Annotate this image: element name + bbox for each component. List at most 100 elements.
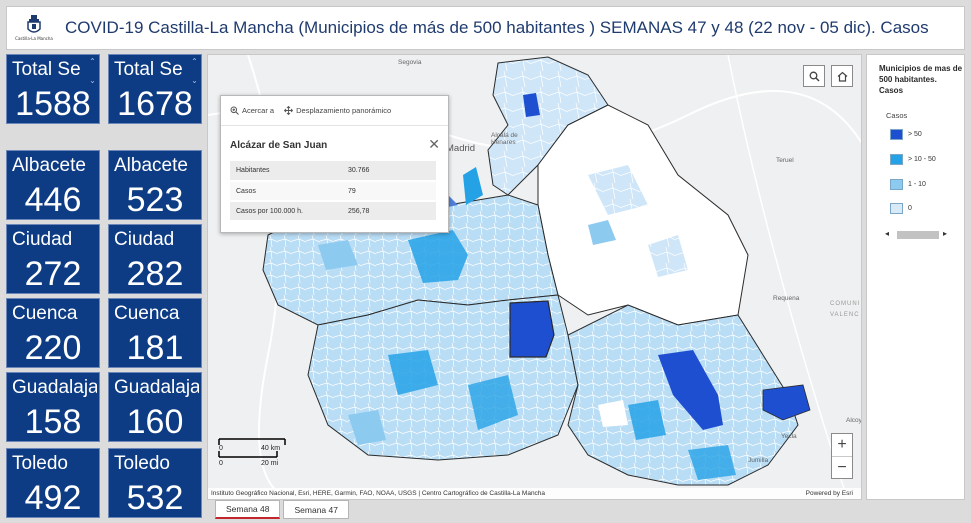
- powered-by-esri-link[interactable]: Powered by Esri: [805, 490, 853, 497]
- search-button[interactable]: [803, 65, 825, 87]
- legend-swatch: [890, 154, 903, 165]
- indicator-value: 181: [126, 329, 184, 367]
- tab-semana-47[interactable]: Semana 47: [283, 500, 349, 519]
- place-label-madrid: Madrid: [446, 143, 476, 154]
- dashboard-title: COVID-19 Castilla-La Mancha (Municipios …: [65, 18, 929, 37]
- zoom-control: + −: [831, 433, 853, 479]
- popup-title: Alcázar de San Juan: [230, 140, 328, 151]
- map-attribution: Instituto Geográfico Nacional, Esri, HER…: [208, 488, 861, 499]
- place-label-comunidad: COMUNI: [830, 301, 861, 307]
- legend-swatch: [890, 179, 903, 190]
- pan-label: Desplazamiento panorámico: [296, 106, 392, 115]
- place-label-teruel: Teruel: [776, 157, 794, 164]
- indicator-label: Guadalaja: [12, 377, 97, 398]
- scroll-left-icon[interactable]: ◂: [885, 229, 890, 238]
- indicator-scroll-arrows-icon[interactable]: ⌃ ⌄: [191, 57, 198, 85]
- indicator-card[interactable]: Toledo 532: [108, 448, 202, 518]
- place-label-alcoy: Alcoy: [846, 417, 862, 424]
- attribute-value: 256,78: [342, 201, 436, 222]
- indicator-value: 282: [126, 255, 184, 293]
- indicator-card[interactable]: Total Se 1588 ⌃ ⌄: [6, 54, 100, 124]
- scale-bar-graphic: [218, 438, 286, 458]
- indicator-card[interactable]: Ciudad 272: [6, 224, 100, 294]
- legend-label: 1 - 10: [908, 181, 926, 188]
- logo-text: Castilla-La Mancha: [15, 36, 53, 41]
- map-view[interactable]: Segovia Madrid Alcalá de Henares Teruel …: [207, 54, 862, 500]
- legend-item: 0: [890, 203, 912, 214]
- indicator-value: 532: [126, 479, 184, 517]
- zoom-in-button[interactable]: +: [837, 436, 847, 453]
- indicator-card[interactable]: Cuenca 181: [108, 298, 202, 368]
- feature-popup: Acercar a Desplazamiento panorámico Alcá…: [220, 95, 449, 233]
- indicator-value: 1588: [15, 85, 91, 123]
- attribute-value: 30.766: [342, 161, 436, 182]
- home-icon: [837, 71, 847, 82]
- legend-swatch: [890, 129, 903, 140]
- tab-semana-48[interactable]: Semana 48: [215, 500, 281, 519]
- indicator-label: Ciudad: [114, 229, 175, 250]
- legend-item: > 50: [890, 129, 922, 140]
- legend-swatch: [890, 203, 903, 214]
- indicator-card[interactable]: Total Se 1678 ⌃ ⌄: [108, 54, 202, 124]
- indicator-label: Total Se: [114, 59, 183, 80]
- attribute-key: Casos por 100.000 h.: [230, 201, 342, 222]
- table-row: Habitantes 30.766: [230, 161, 436, 182]
- popup-attribute-table: Habitantes 30.766 Casos 79 Casos por 100…: [230, 161, 436, 222]
- attribute-value: 79: [342, 181, 436, 202]
- attribute-key: Casos: [230, 181, 342, 202]
- week-tabs: Semana 48 Semana 47: [215, 500, 349, 520]
- province-guadalajara: [487, 56, 609, 196]
- close-icon[interactable]: ✕: [428, 136, 440, 152]
- indicator-label: Albacete: [114, 155, 188, 176]
- legend-subtitle: Casos: [886, 111, 908, 120]
- indicator-value: 158: [24, 403, 82, 441]
- pan-action[interactable]: Desplazamiento panorámico: [284, 106, 391, 115]
- indicator-card[interactable]: Ciudad 282: [108, 224, 202, 294]
- scroll-right-icon[interactable]: ▸: [943, 229, 948, 238]
- indicator-value: 272: [24, 255, 82, 293]
- scale-km-zero: 0: [219, 445, 223, 452]
- legend-panel: Municipios de mas de 500 habitantes. Cas…: [866, 54, 965, 500]
- indicator-label: Guadalaja: [114, 377, 199, 398]
- scale-km-label: 40 km: [261, 445, 281, 452]
- indicator-label: Cuenca: [12, 303, 78, 324]
- indicator-card[interactable]: Guadalaja 158: [6, 372, 100, 442]
- place-label-jumilla: Jumilla: [748, 457, 769, 464]
- legend-label: 0: [908, 205, 912, 212]
- place-label-segovia: Segovia: [398, 59, 422, 66]
- municipality-alcazar-de-san-juan: [509, 300, 555, 358]
- dashboard-header: Castilla-La Mancha COVID-19 Castilla-La …: [6, 6, 965, 50]
- zoom-to-label: Acercar a: [242, 106, 275, 115]
- table-row: Casos 79: [230, 181, 436, 202]
- indicator-card[interactable]: Albacete 446: [6, 150, 100, 220]
- pan-arrows-icon: [284, 106, 294, 115]
- indicator-card[interactable]: Cuenca 220: [6, 298, 100, 368]
- legend-scrollbar[interactable]: [897, 231, 939, 239]
- legend-title: Municipios de mas de 500 habitantes. Cas…: [879, 64, 963, 95]
- legend-label: > 50: [908, 131, 922, 138]
- indicator-card[interactable]: Albacete 523: [108, 150, 202, 220]
- table-row: Casos por 100.000 h. 256,78: [230, 201, 436, 222]
- legend-label: > 10 - 50: [908, 156, 936, 163]
- attribute-key: Habitantes: [230, 161, 342, 182]
- legend-item: > 10 - 50: [890, 154, 936, 165]
- zoom-out-button[interactable]: −: [832, 456, 852, 478]
- indicator-label: Total Se: [12, 59, 81, 80]
- legend-item: 1 - 10: [890, 179, 926, 190]
- indicator-value: 160: [126, 403, 184, 441]
- indicator-scroll-arrows-icon[interactable]: ⌃ ⌄: [89, 57, 96, 85]
- home-button[interactable]: [831, 65, 853, 87]
- zoom-to-action[interactable]: Acercar a: [230, 106, 274, 115]
- scale-mi-zero: 0: [219, 460, 223, 467]
- indicator-label: Albacete: [12, 155, 86, 176]
- indicator-label: Toledo: [12, 453, 68, 474]
- indicator-card[interactable]: Toledo 492: [6, 448, 100, 518]
- place-label-valenciana: VALENC: [830, 312, 860, 318]
- castilla-la-mancha-logo: Castilla-La Mancha: [15, 11, 53, 45]
- scale-bar: 0 40 km 0 20 mi: [217, 435, 307, 475]
- indicator-value: 220: [24, 329, 82, 367]
- place-label-yecla: Yecla: [781, 433, 797, 440]
- map-toolbar: [803, 65, 853, 87]
- indicator-card[interactable]: Guadalaja 160: [108, 372, 202, 442]
- coat-of-arms-icon: [27, 15, 41, 33]
